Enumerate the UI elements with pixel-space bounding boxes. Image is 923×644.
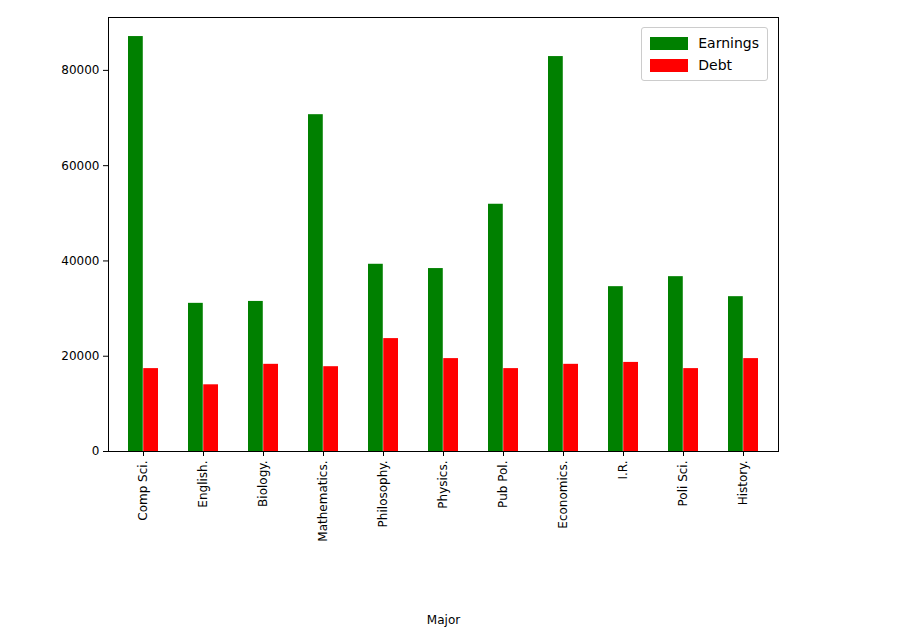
svg-text:Poli Sci.: Poli Sci. xyxy=(676,461,690,507)
svg-text:20000: 20000 xyxy=(61,349,99,363)
svg-text:English.: English. xyxy=(196,461,210,508)
svg-text:Mathematics.: Mathematics. xyxy=(316,461,330,542)
svg-text:40000: 40000 xyxy=(61,254,99,268)
svg-text:Major: Major xyxy=(427,613,460,627)
svg-text:Philosophy.: Philosophy. xyxy=(376,461,390,528)
html-text:Earnings: Earnings xyxy=(698,35,759,51)
svg-text:Physics.: Physics. xyxy=(436,461,450,509)
svg-text:History.: History. xyxy=(736,461,750,506)
svg-text:Pub Pol.: Pub Pol. xyxy=(496,461,510,508)
html-text:Debt: Debt xyxy=(698,57,732,73)
svg-text:Economics.: Economics. xyxy=(556,461,570,529)
svg-text:0: 0 xyxy=(92,444,100,458)
svg-text:Comp Sci.: Comp Sci. xyxy=(136,461,150,521)
svg-text:80000: 80000 xyxy=(61,63,99,77)
svg-text:60000: 60000 xyxy=(61,159,99,173)
svg-text:I.R.: I.R. xyxy=(616,461,630,480)
svg-text:Biology.: Biology. xyxy=(256,461,270,507)
